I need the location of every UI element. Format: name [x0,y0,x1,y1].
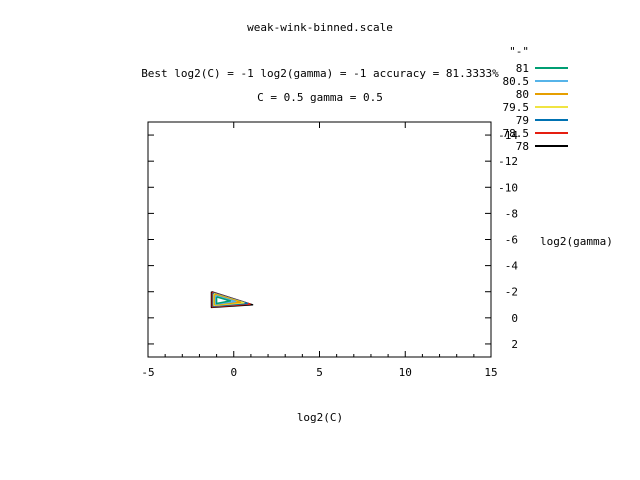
contour-line-80 [214,293,242,306]
legend-label: 81 [516,62,529,75]
legend-label: 79.5 [503,101,530,114]
contour-lines [210,290,254,309]
legend-title: "-" [509,45,529,58]
y-axis-label: log2(gamma) [540,235,613,248]
y-tick-label: -6 [505,234,518,247]
y-tick-label: -2 [505,286,518,299]
y-tick-label: -12 [498,155,518,168]
x-axis-ticks: -5 0 5 10 15 [141,122,498,379]
contour-line-81 [215,296,232,305]
chart-title: weak-wink-binned.scale [247,21,393,34]
y-tick-label: -14 [498,129,518,142]
y-tick-label: 0 [511,312,518,325]
legend-label: 80 [516,88,529,101]
plot-frame [147,121,492,358]
contour-line-80.5 [214,294,237,305]
legend-label: 80.5 [503,75,530,88]
chart-subtitle-best: Best log2(C) = -1 log2(gamma) = -1 accur… [141,67,499,80]
x-tick-label: 10 [399,366,412,379]
x-tick-label: 0 [230,366,237,379]
y-tick-label: -4 [505,260,519,273]
legend-label: 78.5 [503,127,530,140]
legend-label: 78 [516,140,529,153]
y-tick-label: -8 [505,207,518,220]
x-tick-label: -5 [141,366,154,379]
x-tick-label: 5 [316,366,323,379]
x-tick-label: 15 [484,366,497,379]
y-tick-label: -10 [498,181,518,194]
y-tick-label: 2 [511,338,518,351]
x-axis-label: log2(C) [297,411,343,424]
chart-subtitle-params: C = 0.5 gamma = 0.5 [257,91,383,104]
legend-label: 79 [516,114,529,127]
y-axis-ticks: -14 -12 -10 -8 -6 -4 -2 0 2 [148,129,518,351]
